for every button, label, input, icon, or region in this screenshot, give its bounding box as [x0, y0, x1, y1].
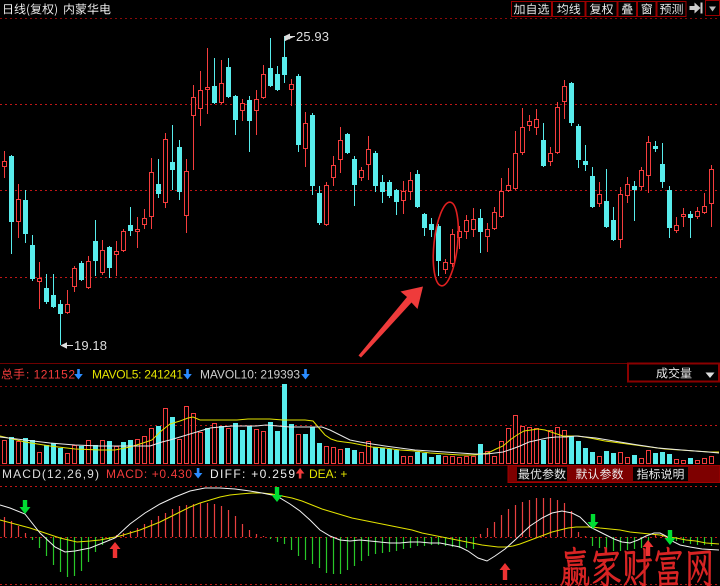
- svg-text:MACD(12,26,9): MACD(12,26,9): [2, 467, 99, 481]
- svg-text:MAVOL10: 219393: MAVOL10: 219393: [200, 368, 300, 382]
- svg-text:19.18: 19.18: [74, 338, 107, 353]
- svg-text:DEA: +: DEA: +: [309, 467, 347, 481]
- svg-text:MACD: +0.430: MACD: +0.430: [106, 467, 192, 481]
- svg-text:DIFF: +0.259: DIFF: +0.259: [210, 467, 295, 481]
- svg-text:MAVOL5: 241241: MAVOL5: 241241: [92, 368, 183, 382]
- svg-text:25.93: 25.93: [296, 29, 329, 44]
- svg-text:: 121152: : 121152: [26, 368, 75, 382]
